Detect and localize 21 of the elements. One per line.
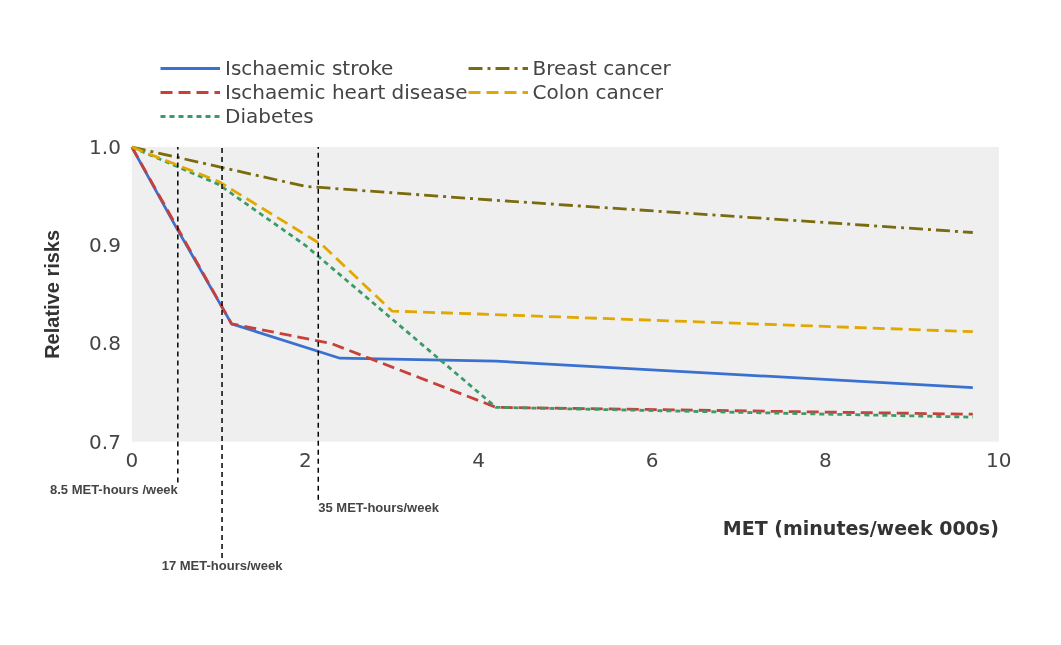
ref-line-label: 17 MET-hours/week <box>161 557 284 573</box>
y-tick-label: 0.8 <box>89 331 121 356</box>
x-tick-label: 10 <box>986 447 1012 472</box>
ref-line-label: 35 MET-hours/week <box>318 499 440 515</box>
y-tick-label: 1.0 <box>89 135 121 160</box>
legend-label: Breast cancer <box>532 56 671 80</box>
x-axis-title: MET (minutes/week 000s) <box>722 516 999 539</box>
x-tick-label: 8 <box>819 447 832 472</box>
legend-label: Diabetes <box>225 104 314 128</box>
legend-label: Ischaemic stroke <box>225 56 394 80</box>
x-tick-label: 6 <box>645 447 659 472</box>
legend-label: Colon cancer <box>532 80 664 104</box>
y-tick-label: 0.9 <box>89 233 121 258</box>
y-tick-label: 0.7 <box>89 429 121 454</box>
legend-label: Ischaemic heart disease <box>225 80 468 104</box>
x-tick-label: 4 <box>472 447 486 472</box>
y-axis-title: Relative risks <box>40 229 63 359</box>
x-tick-label: 0 <box>125 447 139 472</box>
line-series <box>130 145 975 334</box>
ref-line-label: 8.5 MET-hours /week <box>49 482 179 498</box>
x-tick-label: 2 <box>298 447 312 472</box>
